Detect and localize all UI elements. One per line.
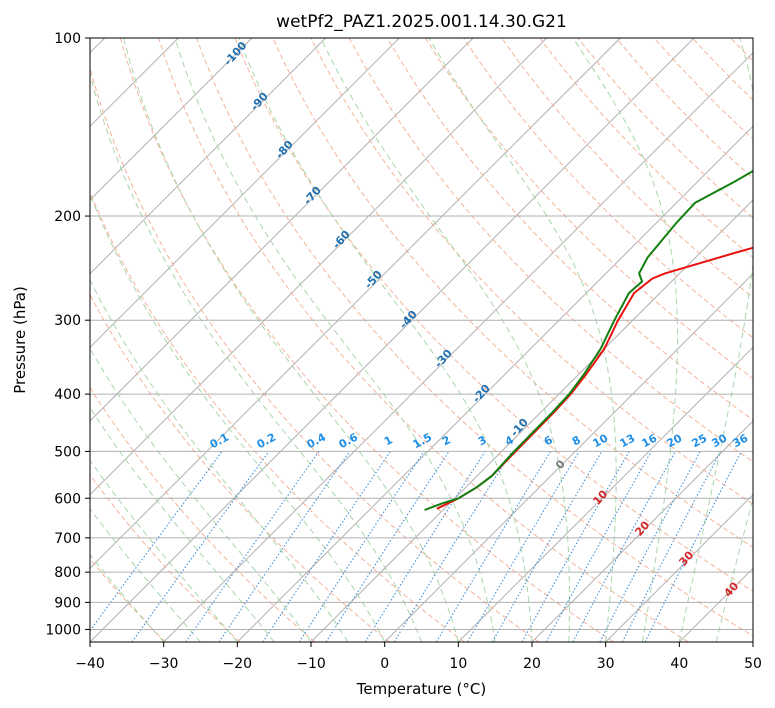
mixing-ratio-line	[435, 451, 552, 642]
plot-frame	[89, 37, 754, 643]
mixing-ratio-line	[521, 451, 630, 642]
y-tick-label: 500	[54, 444, 81, 460]
dry-adiabat-line	[348, 38, 753, 463]
isotherm-line	[236, 125, 753, 642]
dry-adiabat-line	[196, 38, 753, 637]
isotherm-line	[605, 493, 753, 642]
y-tick-label: 1000	[45, 622, 81, 638]
mixing-ratio-line	[298, 451, 425, 642]
mixing-ratio-label: 20	[665, 431, 685, 450]
isotherm-line	[90, 38, 474, 422]
background-lines	[90, 38, 753, 642]
mixing-ratio-line	[572, 451, 676, 642]
x-tick-label: 30	[597, 656, 615, 672]
dry-adiabat-line	[90, 558, 166, 642]
x-tick-label: −10	[296, 656, 326, 672]
mixing-ratio-label: 16	[640, 431, 660, 450]
mixing-ratio-line	[621, 451, 722, 642]
x-tick-label: −40	[75, 656, 105, 672]
y-tick-label: 800	[54, 565, 81, 581]
x-axis-label: Temperature (°C)	[356, 680, 486, 698]
moist-adiabat-line	[90, 459, 238, 642]
dry-adiabat-line	[90, 293, 390, 642]
x-tick-label: −20	[223, 656, 253, 672]
mixing-ratio-label: 13	[618, 432, 638, 451]
x-axis-ticks: −40 −30 −20 −10 0 10 20 30 40 50	[75, 642, 762, 672]
dry-adiabat-line	[424, 38, 753, 380]
mixing-ratio-line	[325, 451, 450, 642]
y-tick-label: 400	[54, 387, 81, 403]
moist-adiabat-line	[715, 497, 753, 642]
dry-adiabat-line	[234, 38, 753, 592]
dry-adiabat-line	[158, 38, 689, 642]
x-tick-label: 40	[670, 656, 688, 672]
isotherm-line	[90, 38, 327, 275]
moist-adiabat-line	[174, 38, 496, 642]
dewpoint-profile-line	[424, 169, 753, 511]
mixing-ratio-line	[545, 451, 652, 642]
isotherm-line	[90, 38, 400, 349]
mixing-ratio-line	[599, 451, 701, 642]
moist-adiabat-line	[572, 38, 678, 642]
x-tick-label: 0	[380, 656, 389, 672]
moist-adiabat-line	[90, 278, 349, 642]
profile-series	[424, 169, 753, 511]
y-tick-label: 200	[54, 209, 81, 225]
moist-adiabat-line	[90, 347, 312, 642]
moist-adiabat-line	[90, 193, 386, 642]
dry-adiabat-line	[119, 38, 614, 642]
moist-adiabat-line	[90, 406, 275, 642]
moist-adiabat-line	[90, 508, 201, 642]
dry-adiabat-line	[463, 38, 753, 339]
moist-adiabat-line	[90, 72, 422, 642]
dry-adiabat-line	[272, 38, 753, 548]
moist-adiabat-line	[123, 38, 459, 642]
isotherm-line	[90, 38, 253, 201]
moist-adiabat-line	[320, 38, 570, 642]
mixing-ratio-line	[131, 451, 270, 642]
isotherm-line	[457, 346, 753, 642]
moist-adiabat-line	[428, 38, 617, 642]
mixing-ratio-label: 25	[690, 432, 710, 451]
x-tick-label: −30	[149, 656, 179, 672]
y-tick-label: 100	[54, 31, 81, 47]
isotherm-line	[531, 420, 753, 642]
moist-adiabat-line	[238, 38, 533, 642]
isotherm-line	[90, 38, 548, 496]
dry-adiabat-line	[90, 473, 241, 642]
moist-adiabat-line	[90, 553, 165, 642]
isotherm-line	[90, 38, 621, 570]
mixing-ratio-label: 36	[731, 431, 751, 450]
y-tick-label: 300	[54, 313, 81, 329]
temperature-profile-line	[436, 246, 753, 510]
y-tick-label: 900	[54, 595, 81, 611]
dry-adiabat-line	[90, 191, 465, 642]
x-tick-label: 50	[744, 656, 762, 672]
mixing-ratio-label: 10	[591, 431, 611, 450]
mixing-ratio-line	[393, 451, 513, 642]
mixing-ratio-line	[644, 451, 742, 642]
dry-adiabat-line	[90, 386, 316, 642]
y-axis-label: Pressure (hPa)	[11, 286, 29, 394]
chart-title: wetPf2_PAZ1.2025.001.14.30.G21	[276, 12, 567, 32]
mixing-ratio-line	[90, 451, 223, 632]
mixing-ratio-line	[185, 451, 320, 642]
mixing-ratio-line	[218, 451, 351, 642]
moist-adiabat-line	[678, 38, 753, 642]
x-tick-label: 10	[449, 656, 467, 672]
isotherm-line	[384, 272, 753, 642]
y-tick-label: 700	[54, 531, 81, 547]
mixing-ratio-line	[262, 451, 391, 642]
y-tick-label: 600	[54, 491, 81, 507]
mixing-ratio-line	[364, 451, 486, 642]
mixing-ratio-label: 30	[710, 431, 730, 450]
dry-adiabat-line	[90, 66, 540, 642]
y-axis-ticks: 100 200 300 400 500 600 700 800 900 1000	[45, 31, 90, 638]
isotherm-line	[310, 199, 753, 642]
x-tick-label: 20	[523, 656, 541, 672]
